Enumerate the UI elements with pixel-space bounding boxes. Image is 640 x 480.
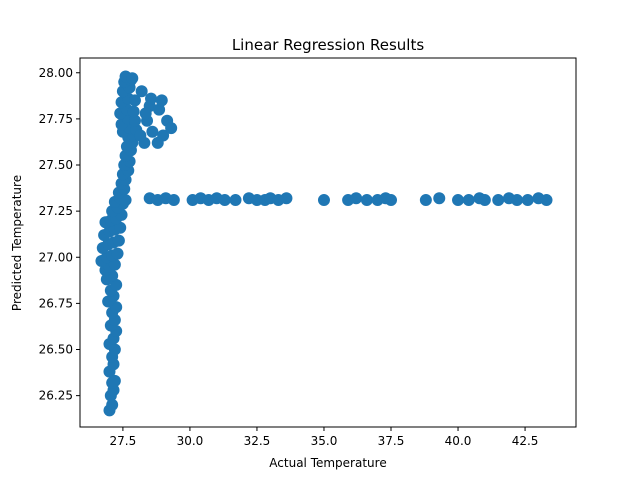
scatter-point bbox=[165, 122, 178, 135]
scatter-point bbox=[360, 194, 373, 207]
scatter-point bbox=[128, 94, 141, 107]
scatter-point bbox=[350, 192, 363, 205]
x-axis-ticks: 27.5 30.0 32.5 35.0 37.5 40.0 42.5 bbox=[110, 427, 539, 448]
scatter-point bbox=[419, 194, 432, 207]
scatter-point bbox=[153, 103, 166, 116]
scatter-point bbox=[478, 194, 491, 207]
scatter-point bbox=[151, 136, 164, 149]
scatter-point bbox=[218, 194, 231, 207]
x-tick-label: 40.0 bbox=[445, 434, 472, 448]
scatter-point bbox=[317, 194, 330, 207]
scatter-point bbox=[492, 194, 505, 207]
scatter-point bbox=[540, 194, 553, 207]
scatter-point bbox=[139, 107, 152, 120]
scatter-point bbox=[385, 194, 398, 207]
scatter-point bbox=[108, 374, 121, 387]
scatter-point bbox=[511, 194, 524, 207]
x-tick-label: 35.0 bbox=[311, 434, 338, 448]
scatter-point bbox=[128, 114, 141, 127]
scatter-point bbox=[155, 94, 168, 107]
scatter-point bbox=[145, 92, 158, 105]
x-tick-label: 37.5 bbox=[378, 434, 405, 448]
x-tick-label: 27.5 bbox=[110, 434, 137, 448]
y-tick-label: 27.50 bbox=[39, 158, 73, 172]
y-tick-label: 27.00 bbox=[39, 250, 73, 264]
scatter-point bbox=[146, 125, 159, 138]
scatter-point bbox=[108, 258, 121, 271]
y-tick-label: 28.00 bbox=[39, 66, 73, 80]
y-tick-label: 27.75 bbox=[39, 112, 73, 126]
scatter-point bbox=[114, 221, 127, 234]
scatter-point bbox=[280, 192, 293, 205]
scatter-point bbox=[112, 234, 125, 247]
scatter-point bbox=[462, 194, 475, 207]
scatter-point bbox=[127, 105, 140, 118]
scatter-point bbox=[110, 278, 123, 291]
scatter-point bbox=[521, 194, 534, 207]
chart-title: Linear Regression Results bbox=[232, 36, 425, 54]
y-tick-label: 27.25 bbox=[39, 204, 73, 218]
x-axis-label: Actual Temperature bbox=[269, 456, 386, 470]
x-tick-label: 30.0 bbox=[177, 434, 204, 448]
scatter-point bbox=[111, 247, 124, 260]
plot-frame bbox=[79, 57, 577, 428]
scatter-points bbox=[95, 70, 553, 417]
y-tick-label: 26.50 bbox=[39, 343, 73, 357]
y-axis-ticks: 26.25 26.50 26.75 27.00 27.25 27.50 27.75 28.00 bbox=[39, 66, 80, 403]
x-tick-label: 32.5 bbox=[244, 434, 271, 448]
x-tick-label: 42.5 bbox=[512, 434, 539, 448]
y-axis-label: Predicted Temperature bbox=[10, 175, 24, 311]
scatter-point bbox=[126, 72, 139, 85]
scatter-point bbox=[452, 194, 465, 207]
scatter-point bbox=[134, 129, 147, 142]
y-tick-label: 26.25 bbox=[39, 389, 73, 403]
scatter-point bbox=[433, 192, 446, 205]
scatter-point bbox=[229, 194, 242, 207]
scatter-point bbox=[106, 398, 119, 411]
scatter-point bbox=[135, 85, 148, 98]
y-tick-label: 26.75 bbox=[39, 296, 73, 310]
scatter-point bbox=[167, 194, 180, 207]
